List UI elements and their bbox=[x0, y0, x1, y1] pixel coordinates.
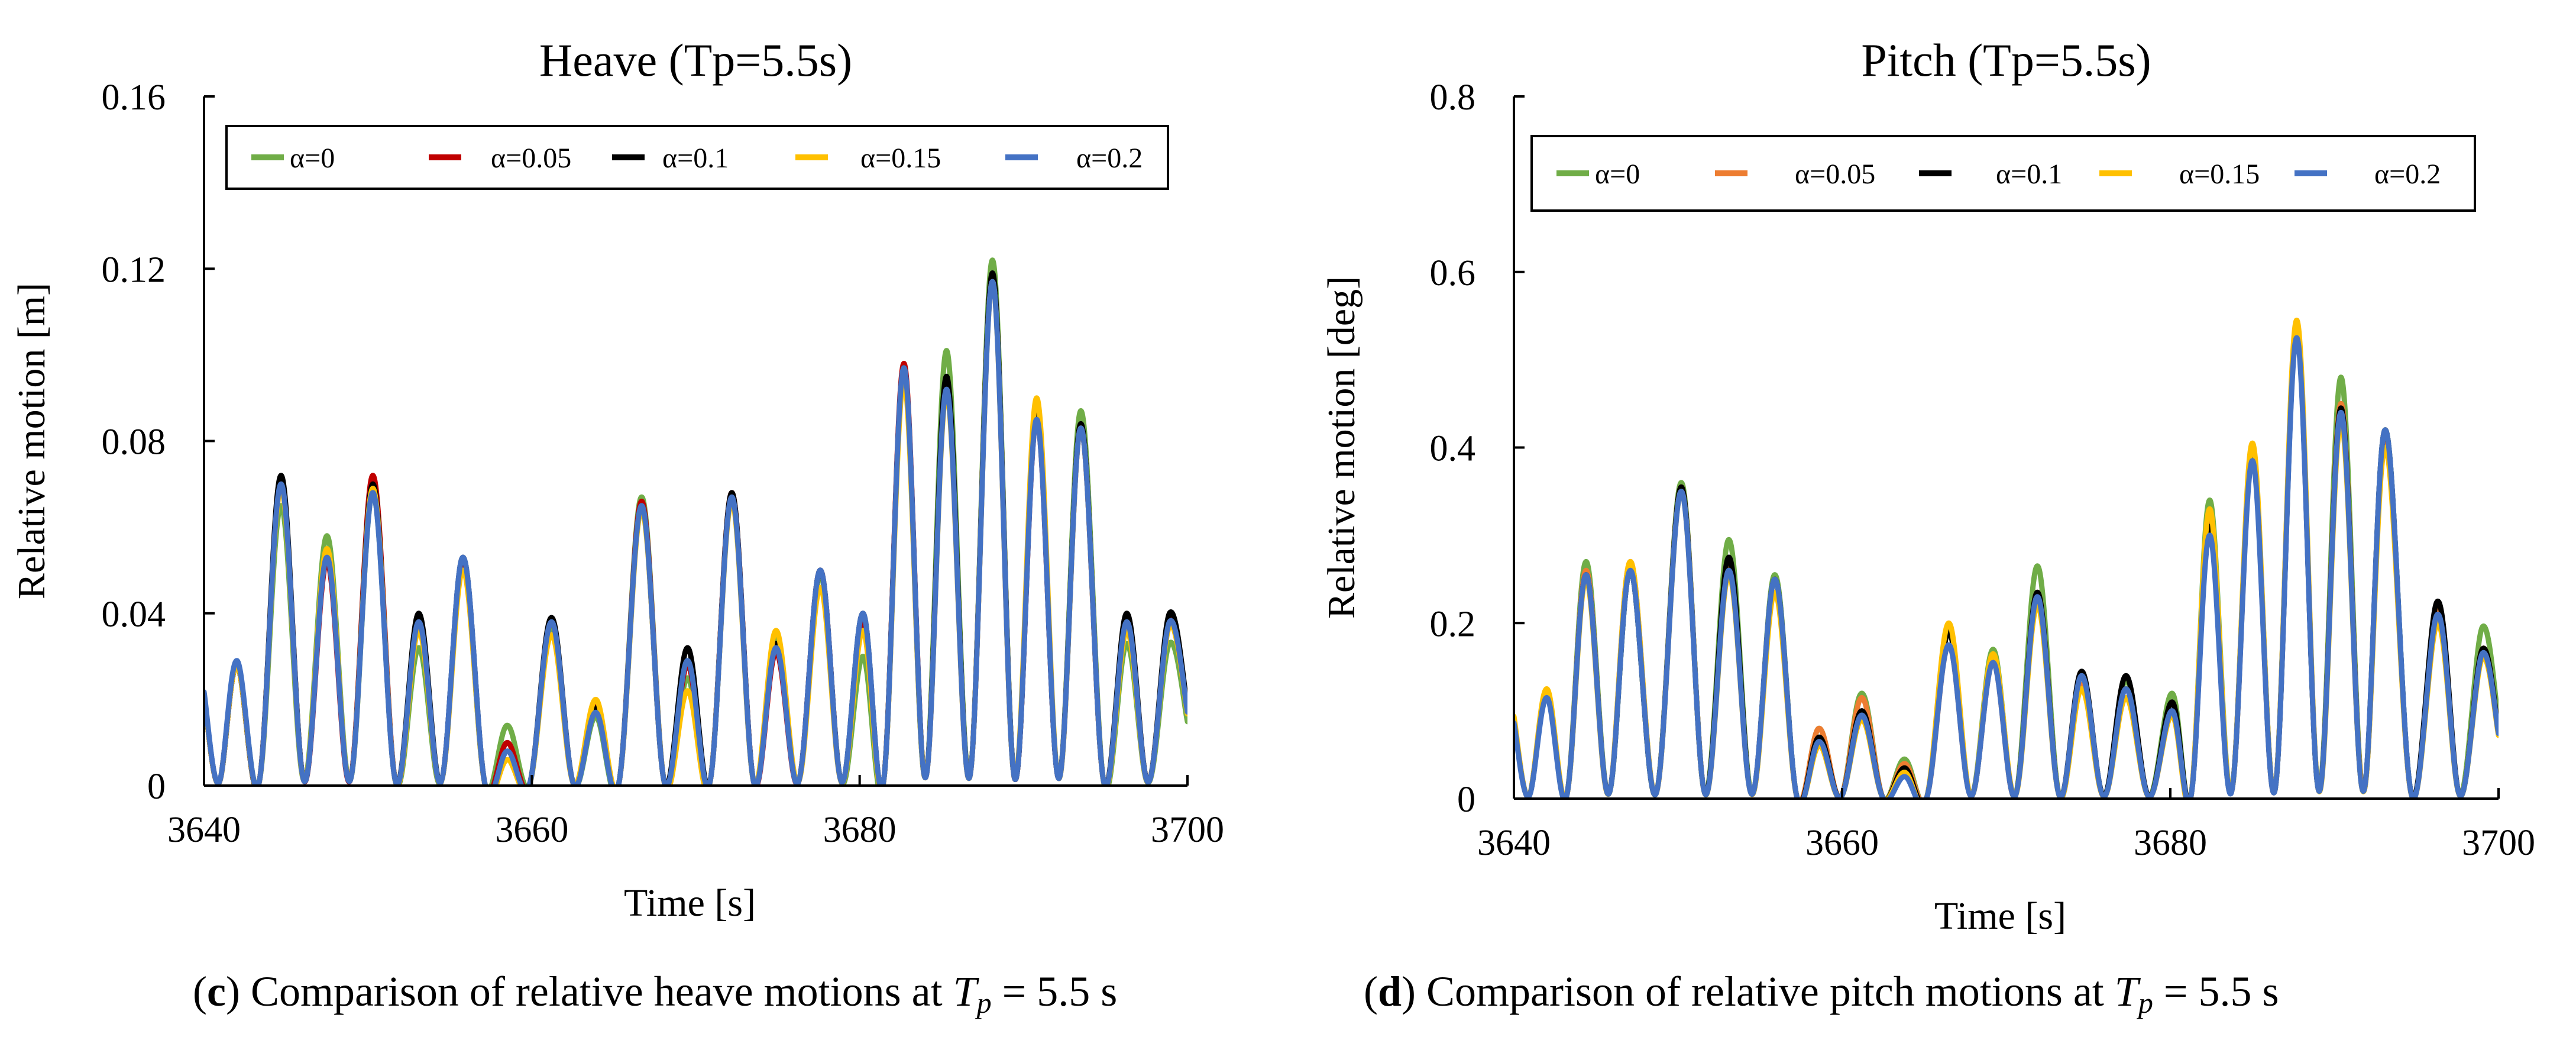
caption-c-text: Comparison of relative heave motions at bbox=[250, 968, 953, 1015]
heave-y-axis-label: Relative motion [m] bbox=[10, 283, 53, 599]
pitch-y-axis-label: Relative motion [deg] bbox=[1320, 276, 1363, 619]
heave-series-line-4 bbox=[204, 279, 1187, 786]
heave-y-tick-label-4: 0.16 bbox=[102, 77, 166, 118]
heave-title: Heave (Tp=5.5s) bbox=[539, 34, 852, 86]
caption-c-symbol: T bbox=[953, 968, 977, 1015]
caption-d-text: Comparison of relative pitch motions at bbox=[1426, 968, 2115, 1015]
heave-legend-label-4: α=0.2 bbox=[1076, 143, 1143, 174]
heave-y-tick-label-3: 0.12 bbox=[102, 250, 166, 290]
heave-x-tick-label-2: 3680 bbox=[823, 810, 897, 850]
caption-c-subscript: p bbox=[976, 986, 992, 1019]
pitch-y-tick-label-0: 0 bbox=[1457, 780, 1475, 820]
heave-x-tick-label-3: 3700 bbox=[1151, 810, 1224, 850]
heave-y-tick-label-1: 0.04 bbox=[102, 595, 166, 635]
heave-x-tick-label-1: 3660 bbox=[495, 810, 568, 850]
caption-d-letter: d bbox=[1377, 968, 1402, 1015]
heave-legend-label-3: α=0.15 bbox=[860, 143, 941, 174]
caption-d: (d) Comparison of relative pitch motions… bbox=[1364, 968, 2279, 1019]
caption-d-value: = 5.5 s bbox=[2163, 968, 2279, 1015]
caption-c-letter: c bbox=[206, 968, 226, 1015]
pitch-chart: Pitch (Tp=5.5s) 0 0.2 0.4 0.6 0.8 3640 3660 3680… bbox=[1320, 34, 2535, 938]
caption-d-symbol: T bbox=[2114, 968, 2138, 1015]
heave-y-tick-label-2: 0.08 bbox=[102, 422, 166, 463]
caption-c: (c) Comparison of relative heave motions… bbox=[193, 968, 1118, 1019]
pitch-y-tick-label-1: 0.2 bbox=[1430, 604, 1476, 644]
heave-x-tick-label-0: 3640 bbox=[167, 810, 241, 850]
pitch-x-tick-label-3: 3700 bbox=[2462, 823, 2535, 863]
pitch-series-group bbox=[1514, 317, 2499, 799]
heave-legend-label-0: α=0 bbox=[290, 143, 335, 174]
pitch-series-line-4 bbox=[1514, 335, 2499, 799]
heave-chart: Heave (Tp=5.5s) 0 0.04 0.08 0.12 0.16 3640 3660… bbox=[10, 34, 1224, 925]
pitch-legend-label-4: α=0.2 bbox=[2374, 159, 2441, 190]
heave-legend: α=0 α=0.05 α=0.1 α=0.15 α=0.2 bbox=[225, 125, 1169, 190]
heave-legend-label-1: α=0.05 bbox=[491, 143, 571, 174]
heave-y-tick-label-0: 0 bbox=[147, 767, 166, 807]
heave-series-group bbox=[204, 257, 1187, 786]
pitch-x-axis-label: Time [s] bbox=[1934, 894, 2066, 938]
pitch-legend-label-2: α=0.1 bbox=[1996, 159, 2062, 190]
pitch-title: Pitch (Tp=5.5s) bbox=[1861, 34, 2151, 86]
caption-c-value: = 5.5 s bbox=[1002, 968, 1118, 1015]
pitch-legend-label-0: α=0 bbox=[1595, 159, 1640, 190]
pitch-legend: α=0 α=0.05 α=0.1 α=0.15 α=0.2 bbox=[1530, 135, 2476, 212]
caption-d-subscript: p bbox=[2138, 986, 2153, 1019]
heave-x-axis-label: Time [s] bbox=[624, 881, 756, 925]
pitch-y-tick-label-4: 0.8 bbox=[1430, 77, 1476, 118]
pitch-legend-label-1: α=0.05 bbox=[1795, 159, 1875, 190]
pitch-y-tick-label-2: 0.4 bbox=[1430, 429, 1476, 469]
pitch-x-tick-label-0: 3640 bbox=[1477, 823, 1551, 863]
pitch-legend-label-3: α=0.15 bbox=[2179, 159, 2260, 190]
pitch-y-tick-label-3: 0.6 bbox=[1430, 253, 1476, 293]
pitch-x-tick-label-2: 3680 bbox=[2134, 823, 2207, 863]
pitch-x-tick-label-1: 3660 bbox=[1805, 823, 1879, 863]
heave-legend-label-2: α=0.1 bbox=[662, 143, 729, 174]
